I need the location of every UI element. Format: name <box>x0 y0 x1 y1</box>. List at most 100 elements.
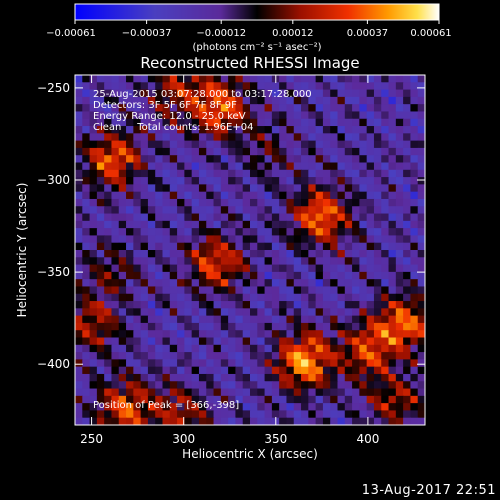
heatmap-cell <box>184 177 193 185</box>
heatmap-cell <box>410 198 419 207</box>
heatmap-cell <box>96 417 105 425</box>
heatmap-cell <box>359 133 368 142</box>
heatmap-cell <box>198 286 207 295</box>
heatmap-cell <box>206 96 215 105</box>
heatmap-cell <box>133 257 142 266</box>
heatmap-cell <box>301 177 309 185</box>
heatmap-cell <box>228 111 237 120</box>
heatmap-cell <box>191 220 200 229</box>
heatmap-cell <box>381 366 390 375</box>
heatmap-cell <box>118 104 127 113</box>
heatmap-cell <box>177 388 185 397</box>
heatmap-cell <box>96 89 105 98</box>
heatmap-cell <box>155 381 164 390</box>
heatmap-cell <box>337 403 346 412</box>
heatmap-cell <box>126 96 134 105</box>
heatmap-cell <box>373 264 382 273</box>
heatmap-cell <box>133 242 142 251</box>
heatmap-cell <box>286 198 295 207</box>
heatmap-cell <box>279 359 288 368</box>
heatmap-cell <box>257 242 266 251</box>
heatmap-cell <box>293 177 302 185</box>
heatmap-cell <box>308 381 317 390</box>
heatmap-cell <box>344 417 353 425</box>
heatmap-cell <box>250 410 258 419</box>
heatmap-cell <box>264 359 273 368</box>
heatmap-cell <box>366 206 375 215</box>
heatmap-cell <box>104 198 113 207</box>
heatmap-cell <box>301 235 309 244</box>
heatmap-cell <box>279 111 288 120</box>
heatmap-cell <box>359 169 368 178</box>
heatmap-cell <box>279 417 288 425</box>
heatmap-cell <box>89 82 98 91</box>
heatmap-cell <box>301 403 309 412</box>
heatmap-cell <box>257 286 266 295</box>
heatmap-cell <box>403 366 412 375</box>
heatmap-cell <box>220 373 229 382</box>
heatmap-cell <box>344 155 353 164</box>
heatmap-cell <box>388 133 397 142</box>
heatmap-cell <box>228 286 237 295</box>
heatmap-cell <box>366 410 375 419</box>
heatmap-cell <box>140 403 149 412</box>
heatmap-cell <box>352 279 360 288</box>
heatmap-cell <box>191 191 200 200</box>
heatmap-cell <box>308 228 317 237</box>
heatmap-cell <box>104 308 113 317</box>
heatmap-cell <box>96 191 105 200</box>
heatmap-cell <box>250 213 258 222</box>
heatmap-cell <box>206 155 215 164</box>
heatmap-cell <box>147 337 156 346</box>
heatmap-cell <box>242 403 251 412</box>
heatmap-cell <box>169 286 178 295</box>
heatmap-cell <box>82 191 91 200</box>
heatmap-cell <box>403 352 412 360</box>
heatmap-cell <box>89 388 98 397</box>
heatmap-cell <box>257 301 266 309</box>
heatmap-cell <box>169 395 178 404</box>
heatmap-cell <box>118 133 127 142</box>
heatmap-cell <box>147 344 156 353</box>
heatmap-cell <box>228 118 237 127</box>
heatmap-cell <box>395 352 404 360</box>
heatmap-cell <box>213 388 222 397</box>
heatmap-cell <box>373 403 382 412</box>
heatmap-cell <box>373 184 382 193</box>
heatmap-cell <box>344 337 353 346</box>
heatmap-cell <box>315 381 324 390</box>
heatmap-cell <box>257 395 266 404</box>
heatmap-cell <box>155 169 164 178</box>
heatmap-cell <box>191 96 200 105</box>
heatmap-cell <box>82 293 91 302</box>
heatmap-cell <box>147 206 156 215</box>
heatmap-cell <box>228 155 237 164</box>
heatmap-cell <box>417 228 425 237</box>
heatmap-cell <box>264 191 273 200</box>
heatmap-cell <box>410 140 419 149</box>
heatmap-cell <box>359 337 368 346</box>
heatmap-cell <box>250 381 258 390</box>
heatmap-cell <box>308 395 317 404</box>
heatmap-cell <box>366 228 375 237</box>
heatmap-cell <box>330 126 339 134</box>
heatmap-cell <box>403 403 412 412</box>
heatmap-cell <box>315 111 324 120</box>
heatmap-cell <box>417 366 425 375</box>
heatmap-cell <box>403 111 412 120</box>
heatmap-cell <box>82 242 91 251</box>
heatmap-cell <box>417 155 425 164</box>
heatmap-cell <box>206 330 215 339</box>
heatmap-cell <box>82 250 91 258</box>
heatmap-cell <box>118 264 127 273</box>
heatmap-cell <box>184 337 193 346</box>
heatmap-cell <box>373 126 382 134</box>
heatmap-cell <box>264 184 273 193</box>
heatmap-cell <box>359 352 368 360</box>
heatmap-cell <box>177 155 185 164</box>
heatmap-cell <box>177 213 185 222</box>
heatmap-cell <box>322 147 331 156</box>
heatmap-cell <box>89 410 98 419</box>
heatmap-cell <box>410 308 419 317</box>
heatmap-cell <box>111 337 120 346</box>
